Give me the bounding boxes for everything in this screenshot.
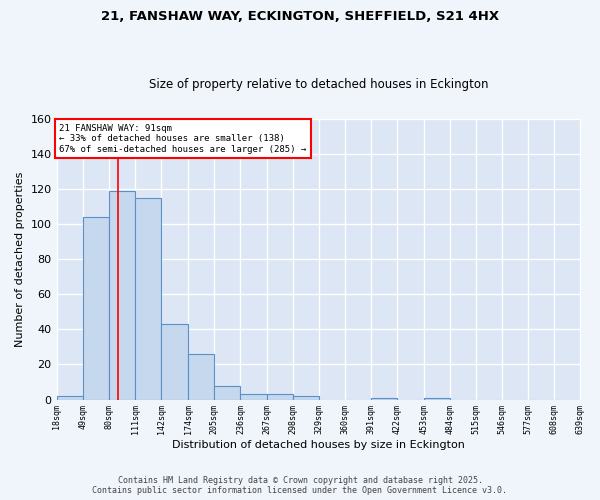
Bar [135,198,161,400]
Bar [214,386,241,400]
X-axis label: Distribution of detached houses by size in Eckington: Distribution of detached houses by size … [172,440,465,450]
Text: Contains HM Land Registry data © Crown copyright and database right 2025.
Contai: Contains HM Land Registry data © Crown c… [92,476,508,495]
Bar [188,354,214,400]
Bar [56,396,83,400]
Bar [83,217,109,400]
Bar [109,190,135,400]
Title: Size of property relative to detached houses in Eckington: Size of property relative to detached ho… [149,78,488,91]
Bar [241,394,266,400]
Text: 21 FANSHAW WAY: 91sqm
← 33% of detached houses are smaller (138)
67% of semi-det: 21 FANSHAW WAY: 91sqm ← 33% of detached … [59,124,307,154]
Bar [371,398,397,400]
Bar [266,394,293,400]
Y-axis label: Number of detached properties: Number of detached properties [15,172,25,347]
Bar [161,324,188,400]
Bar [424,398,450,400]
Bar [293,396,319,400]
Text: 21, FANSHAW WAY, ECKINGTON, SHEFFIELD, S21 4HX: 21, FANSHAW WAY, ECKINGTON, SHEFFIELD, S… [101,10,499,23]
